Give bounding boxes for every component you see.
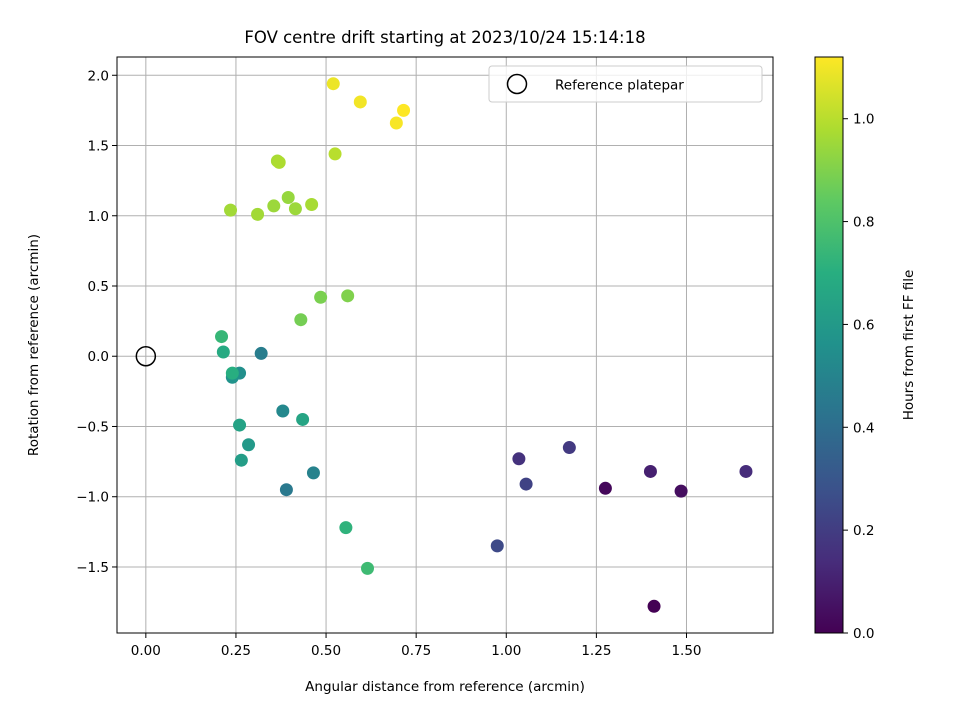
reference-point: [135, 345, 157, 367]
data-point: [739, 464, 753, 478]
y-tick-label: 0.0: [88, 349, 109, 365]
colorbar-label: Hours from first FF file: [901, 270, 917, 421]
colorbar-tick-label: 0.2: [853, 523, 874, 539]
x-axis-label: Angular distance from reference (arcmin): [305, 679, 585, 695]
data-point: [251, 207, 265, 221]
grid-lines: [117, 57, 773, 633]
x-tick-label: 0.00: [131, 643, 161, 659]
colorbar-tick-label: 0.0: [853, 626, 874, 642]
y-axis-ticks: −1.5 −1.0 −0.5 0.0 0.5 1.0 1.5 2.0: [76, 68, 117, 576]
y-tick-label: −0.5: [76, 419, 109, 435]
data-point: [234, 453, 248, 467]
colorbar-tick-label: 0.6: [853, 317, 874, 333]
data-point: [224, 203, 238, 217]
data-point: [279, 483, 293, 497]
data-point: [314, 290, 328, 304]
data-point: [353, 95, 367, 109]
data-point: [267, 199, 281, 213]
legend-box: [488, 65, 763, 103]
data-point: [328, 147, 342, 161]
data-point: [674, 484, 688, 498]
x-tick-label: 1.25: [581, 643, 611, 659]
colorbar-ticks: 0.0 0.2 0.4 0.6 0.8 1.0: [843, 112, 874, 642]
legend-marker: [506, 73, 528, 95]
data-point: [490, 539, 504, 553]
data-point: [296, 412, 310, 426]
colorbar-tick-label: 0.8: [853, 215, 874, 231]
data-point: [242, 438, 256, 452]
data-point: [519, 477, 533, 491]
y-tick-label: 0.5: [88, 279, 109, 295]
data-point: [281, 190, 295, 204]
colorbar-tick-label: 0.4: [853, 420, 874, 436]
x-axis-ticks: 0.00 0.25 0.50 0.75 1.00 1.25 1.50: [131, 633, 702, 659]
data-point: [225, 366, 239, 380]
data-point: [233, 418, 247, 432]
data-point: [306, 466, 320, 480]
x-tick-label: 1.00: [491, 643, 521, 659]
data-point: [216, 345, 230, 359]
data-point: [288, 202, 302, 216]
data-point: [397, 103, 411, 117]
x-tick-label: 0.75: [401, 643, 431, 659]
legend: Reference platepar: [488, 65, 763, 103]
data-point: [326, 77, 340, 91]
data-point: [276, 404, 290, 418]
x-tick-label: 0.25: [221, 643, 251, 659]
data-point: [598, 481, 612, 495]
y-tick-label: −1.5: [76, 560, 109, 576]
colorbar-tick-label: 1.0: [853, 112, 874, 128]
y-tick-label: 1.0: [88, 209, 109, 225]
data-point: [562, 441, 576, 455]
y-axis-label: Rotation from reference (arcmin): [26, 234, 42, 456]
y-tick-label: 2.0: [88, 68, 109, 84]
legend-label: Reference platepar: [555, 78, 684, 94]
data-point: [512, 452, 526, 466]
data-point: [361, 561, 375, 575]
chart-title: FOV centre drift starting at 2023/10/24 …: [244, 28, 645, 47]
data-point: [339, 521, 353, 535]
x-tick-label: 1.50: [671, 643, 701, 659]
colorbar: [814, 56, 844, 634]
data-point: [647, 599, 661, 613]
data-point: [643, 464, 657, 478]
data-point: [341, 289, 355, 303]
y-tick-label: −1.0: [76, 490, 109, 506]
x-tick-label: 0.50: [311, 643, 341, 659]
data-point: [305, 198, 319, 212]
data-points: [135, 77, 753, 613]
plot-frame: [116, 56, 774, 634]
data-point: [272, 155, 286, 169]
y-tick-label: 1.5: [88, 139, 109, 155]
data-point: [294, 313, 308, 327]
data-point: [254, 346, 268, 360]
data-point: [389, 116, 403, 130]
data-point: [215, 330, 229, 344]
